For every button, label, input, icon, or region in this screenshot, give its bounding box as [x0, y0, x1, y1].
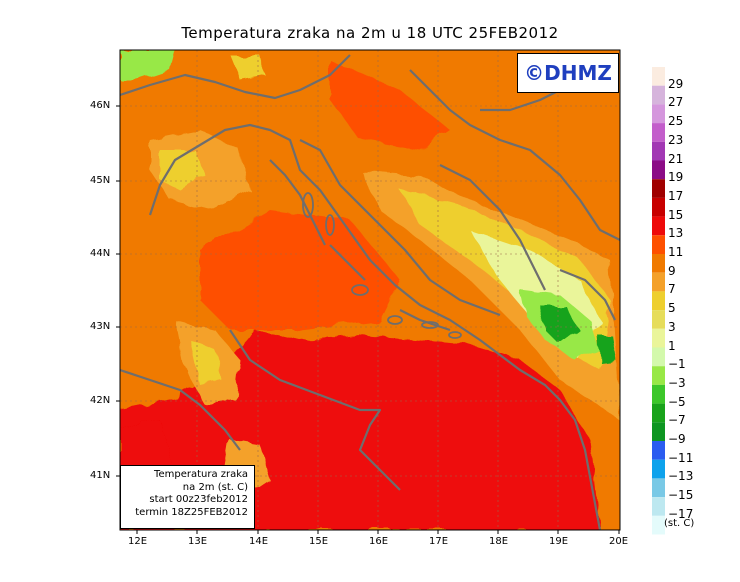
legend-label: −3: [668, 375, 686, 390]
temperature-field: [120, 50, 620, 530]
lat-label-41n: 41N: [90, 470, 111, 481]
lon-label-13e: 13E: [188, 536, 208, 547]
legend-swatch: [652, 104, 665, 124]
legend-label: 1: [668, 338, 676, 353]
coastlines: [120, 54, 620, 530]
legend-swatch: [652, 441, 665, 460]
lon-label-17e: 17E: [429, 536, 449, 547]
legend-label: 29: [668, 76, 684, 91]
legend-label: 15: [668, 207, 684, 222]
lat-label-44n: 44N: [90, 248, 111, 259]
legend-label: 17: [668, 188, 684, 203]
lat-label-43n: 43N: [90, 321, 111, 332]
legend-swatch: [652, 366, 665, 385]
graticule: [120, 50, 620, 530]
info-line-1: Temperatura zraka: [154, 469, 248, 480]
legend-swatch: [652, 403, 665, 423]
legend-swatch: [652, 179, 665, 198]
lat-label-42n: 42N: [90, 395, 111, 406]
legend-swatch: [652, 310, 665, 329]
islands: [302, 192, 462, 339]
lon-label-19e: 19E: [549, 536, 569, 547]
legend-swatch: [652, 197, 665, 217]
legend-label: 27: [668, 95, 684, 110]
lon-label-12e: 12E: [128, 536, 148, 547]
legend-label: 7: [668, 282, 676, 297]
info-box: Temperatura zraka na 2m (st. C) start 00…: [120, 465, 255, 529]
legend-label: −9: [668, 432, 686, 446]
legend-label: −17: [668, 506, 694, 521]
legend-label: −15: [668, 488, 694, 503]
legend-swatch: [652, 291, 665, 311]
legend-label: 23: [668, 132, 684, 147]
legend-swatch: [652, 422, 665, 441]
lat-label-45n: 45N: [90, 175, 111, 186]
legend-swatch: [652, 347, 665, 367]
lon-label-18e: 18E: [489, 536, 509, 547]
legend-label: 25: [668, 114, 684, 129]
dhmz-logo: ©DHMZ: [517, 53, 619, 93]
lat-label-46n: 46N: [90, 100, 111, 111]
legend-swatch: [652, 515, 665, 535]
legend-swatch: [652, 328, 665, 348]
legend-label: 3: [668, 319, 676, 334]
legend-swatch: [652, 160, 665, 180]
legend-label: 11: [668, 245, 684, 259]
legend-swatch: [652, 478, 665, 498]
legend-swatch: [652, 216, 665, 236]
lon-label-16e: 16E: [369, 536, 389, 547]
legend-swatch: [652, 254, 665, 273]
info-line-2: na 2m (st. C): [182, 481, 248, 493]
legend-swatch: [652, 459, 665, 479]
map-frame: [119, 49, 621, 531]
legend-label: −11: [668, 450, 694, 465]
legend-units: (st. C): [664, 518, 695, 529]
legend-label: −13: [668, 469, 694, 484]
legend-swatch: [652, 85, 665, 105]
info-line-4: termin 18Z25FEB2012: [135, 506, 248, 518]
legend-label: −1: [668, 357, 686, 372]
legend-label: 19: [668, 170, 684, 185]
map-title: Temperatura zraka na 2m u 18 UTC 25FEB20…: [181, 24, 559, 42]
legend-label: −7: [668, 413, 686, 428]
legend-swatch: [652, 123, 665, 142]
legend-label: −5: [668, 394, 686, 409]
legend-label: 13: [668, 226, 684, 241]
legend-label: 9: [668, 263, 676, 278]
legend-swatch: [652, 384, 665, 404]
legend-swatch: [652, 67, 665, 86]
legend-swatch: [652, 272, 665, 292]
legend-label: 5: [668, 301, 676, 316]
info-line-3: start 00z23feb2012: [149, 494, 248, 505]
lon-label-20e: 20E: [609, 536, 629, 547]
legend-swatch: [652, 235, 665, 254]
legend-swatch: [652, 497, 665, 516]
axis-ticks: [116, 105, 620, 534]
color-legend: [652, 67, 665, 535]
legend-label: 21: [668, 151, 684, 166]
legend-swatch: [652, 141, 665, 161]
lon-label-15e: 15E: [309, 536, 329, 547]
lon-label-14e: 14E: [249, 536, 269, 547]
